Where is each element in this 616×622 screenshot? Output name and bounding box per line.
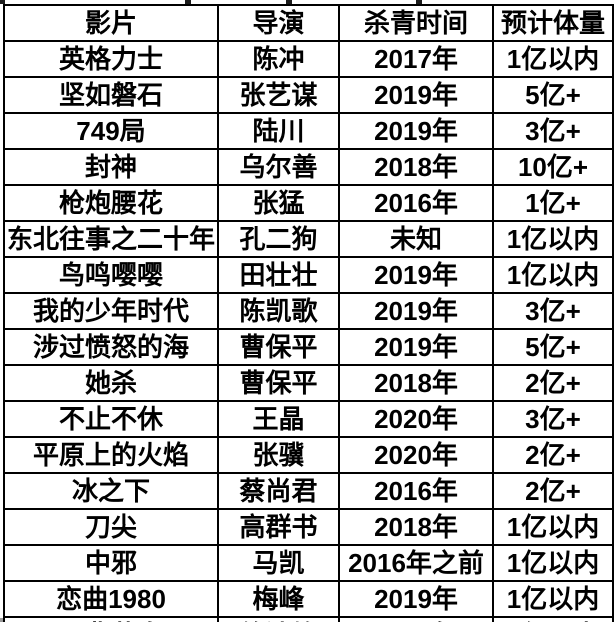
table-row: 刀背藏身徐浩峰2016年1亿以内 [3,616,614,622]
table-cell: 张骥 [217,436,340,474]
table-cell: 陈凯歌 [217,292,340,330]
column-header-1: 导演 [217,4,340,42]
table-cell: 5亿+ [492,76,614,114]
table-cell: 2016年 [338,472,494,510]
table-cell: 枪炮腰花 [3,184,219,222]
table-cell: 陆川 [217,112,340,150]
table-row: 东北往事之二十年 孔二狗 未知 1亿以内 [3,220,614,258]
table-cell: 张艺谋 [217,76,340,114]
table-cell: 2018年 [338,148,494,186]
column-header-2: 杀青时间 [338,4,494,42]
table-cell: 10亿+ [492,148,614,186]
table-cell: 3亿+ [492,400,614,438]
table-row: 刀尖 高群书 2018年 1亿以内 [3,508,614,546]
table-row: 749局 陆川 2019年 3亿+ [3,112,614,150]
table-row: 冰之下 蔡尚君 2016年 2亿+ [3,472,614,510]
table-cell: 2018年 [338,508,494,546]
crop-artifact-bottom-left [0,618,5,622]
table-cell: 张猛 [217,184,340,222]
table-cell: 刀背藏身 [3,616,219,622]
table-cell: 未知 [338,220,494,258]
table-cell: 2019年 [338,328,494,366]
table-cell: 2019年 [338,112,494,150]
table-cell: 1亿以内 [492,40,614,78]
table-cell: 刀尖 [3,508,219,546]
film-table: 影片 导演 杀青时间 预计体量 英格力士 陈冲 2017年 1亿以内 坚如磐石 张艺谋 2019年… [3,4,614,622]
table-cell: 2019年 [338,76,494,114]
table-cell: 恋曲1980 [3,580,219,618]
table-row: 封神 乌尔善 2018年 10亿+ [3,148,614,186]
table-cell: 3亿+ [492,292,614,330]
table-cell: 不止不休 [3,400,219,438]
table-cell: 2020年 [338,400,494,438]
header-row: 影片 导演 杀青时间 预计体量 [3,4,614,42]
table-cell: 中邪 [3,544,219,582]
table-row: 恋曲1980 梅峰 2019年 1亿以内 [3,580,614,618]
table-cell: 2017年 [338,40,494,78]
table-body: 英格力士 陈冲 2017年 1亿以内 坚如磐石 张艺谋 2019年 5亿+ 749局 陆川 2019… [3,40,614,622]
crop-artifact-top-stub [416,0,422,4]
table-row: 涉过愤怒的海 曹保平 2019年 5亿+ [3,328,614,366]
table-cell: 5亿+ [492,328,614,366]
table-row: 坚如磐石 张艺谋 2019年 5亿+ [3,76,614,114]
table-cell: 封神 [3,148,219,186]
table-cell: 王晶 [217,400,340,438]
table-cell: 梅峰 [217,580,340,618]
table-cell: 曹保平 [217,328,340,366]
crop-artifact-top-stub [185,0,191,4]
table-cell: 2亿+ [492,364,614,402]
table-cell: 蔡尚君 [217,472,340,510]
table-cell: 陈冲 [217,40,340,78]
table-cell: 马凯 [217,544,340,582]
table-cell: 高群书 [217,508,340,546]
crop-artifact-top-stub [286,0,292,4]
table-cell: 2亿+ [492,436,614,474]
table-cell: 我的少年时代 [3,292,219,330]
table-cell: 2019年 [338,292,494,330]
table-cell: 田壮壮 [217,256,340,294]
table-cell: 2016年之前 [338,544,494,582]
column-header-0: 影片 [3,4,219,42]
table-cell: 冰之下 [3,472,219,510]
table-cell: 2018年 [338,364,494,402]
table-cell: 平原上的火焰 [3,436,219,474]
table-cell: 涉过愤怒的海 [3,328,219,366]
table-cell: 2016年 [338,616,494,622]
table-cell: 徐浩峰 [217,616,340,622]
table-cell: 1亿以内 [492,580,614,618]
table-cell: 3亿+ [492,112,614,150]
table-cell: 1亿以内 [492,220,614,258]
table-row: 我的少年时代 陈凯歌 2019年 3亿+ [3,292,614,330]
table-row: 枪炮腰花 张猛 2016年 1亿+ [3,184,614,222]
table-cell: 1亿以内 [492,616,614,622]
column-header-3: 预计体量 [492,4,614,42]
table-cell: 2019年 [338,580,494,618]
table-cell: 2019年 [338,256,494,294]
table-cell: 1亿+ [492,184,614,222]
table-row: 不止不休 王晶 2020年 3亿+ [3,400,614,438]
table-cell: 2亿+ [492,472,614,510]
table-cell: 英格力士 [3,40,219,78]
table-row: 平原上的火焰 张骥 2020年 2亿+ [3,436,614,474]
table-cell: 乌尔善 [217,148,340,186]
table-cell: 鸟鸣嘤嘤 [3,256,219,294]
table-cell: 孔二狗 [217,220,340,258]
table-row: 鸟鸣嘤嘤 田壮壮 2019年 1亿以内 [3,256,614,294]
table-cell: 曹保平 [217,364,340,402]
table-row: 中邪 马凯 2016年之前 1亿以内 [3,544,614,582]
table-cell: 1亿以内 [492,508,614,546]
table-row: 她杀 曹保平 2018年 2亿+ [3,364,614,402]
table-cell: 1亿以内 [492,256,614,294]
crop-artifact-top-left [0,0,5,4]
table-cell: 坚如磐石 [3,76,219,114]
table-cell: 东北往事之二十年 [3,220,219,258]
table-cell: 2020年 [338,436,494,474]
table-cell: 她杀 [3,364,219,402]
table-cell: 1亿以内 [492,544,614,582]
table-row: 英格力士 陈冲 2017年 1亿以内 [3,40,614,78]
table-cell: 2016年 [338,184,494,222]
table-cell: 749局 [3,112,219,150]
